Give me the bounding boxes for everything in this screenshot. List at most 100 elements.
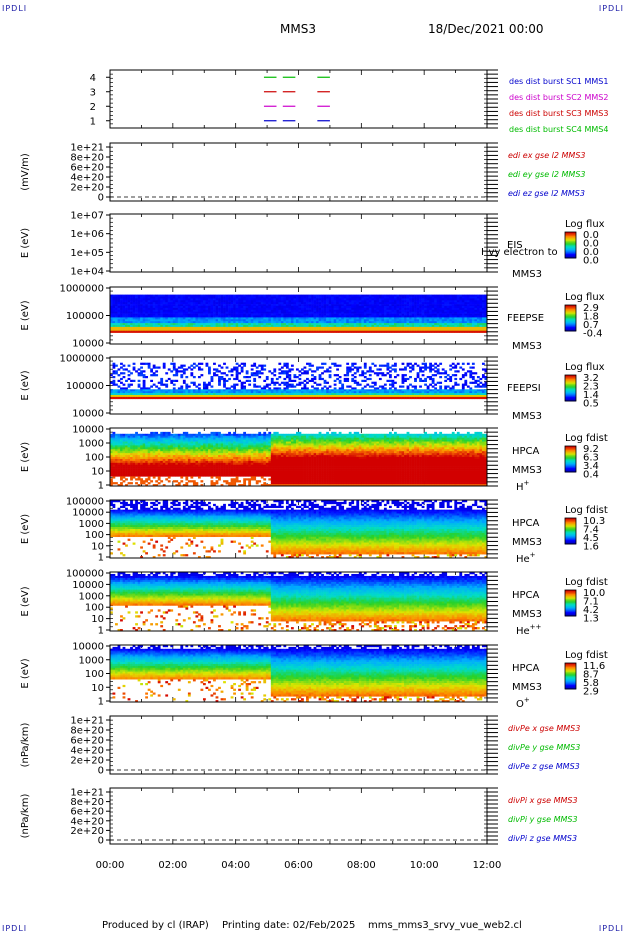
heatmap-cell xyxy=(118,298,121,300)
heatmap-cell xyxy=(427,297,430,299)
heatmap-cell xyxy=(175,319,178,321)
heatmap-cell xyxy=(376,304,379,306)
heatmap-cell xyxy=(158,382,161,384)
heatmap-cell xyxy=(118,304,121,306)
heatmap-cell xyxy=(208,316,211,318)
heatmap-cell xyxy=(457,325,460,327)
heatmap-cell xyxy=(253,327,256,329)
heatmap-cell xyxy=(168,297,171,299)
heatmap-cell xyxy=(414,393,417,395)
heatmap-cell xyxy=(178,308,181,310)
heatmap-cell xyxy=(432,316,435,318)
heatmap-cell xyxy=(253,321,256,323)
heatmap-cell xyxy=(457,395,460,397)
heatmap-cell xyxy=(479,391,482,393)
heatmap-cell xyxy=(427,397,430,399)
heatmap-cell xyxy=(183,306,186,308)
heatmap-cell xyxy=(286,363,289,365)
heatmap-cell xyxy=(173,365,176,367)
heatmap-cell xyxy=(417,323,420,325)
heatmap-cell xyxy=(165,317,168,319)
heatmap-cell xyxy=(336,310,339,312)
heatmap-cell xyxy=(319,312,322,314)
heatmap-cell xyxy=(173,329,176,331)
heatmap-cell xyxy=(168,298,171,300)
heatmap-cell xyxy=(316,395,319,397)
heatmap-cell xyxy=(422,363,425,365)
heatmap-cell xyxy=(399,312,402,314)
heatmap-cell xyxy=(223,316,226,318)
heatmap-cell xyxy=(123,295,126,297)
heatmap-cell xyxy=(469,321,472,323)
heatmap-cell xyxy=(394,317,397,319)
heatmap-cell xyxy=(429,312,432,314)
heatmap-cell xyxy=(206,387,209,389)
heatmap-cell xyxy=(437,325,440,327)
heatmap-cell xyxy=(376,306,379,308)
heatmap-cell xyxy=(339,325,342,327)
heatmap-cell xyxy=(321,297,324,299)
heatmap-cell xyxy=(391,297,394,299)
heatmap-cell xyxy=(135,436,138,438)
heatmap-cell xyxy=(135,317,138,319)
heatmap-cell xyxy=(211,331,214,333)
heatmap-cell xyxy=(432,391,435,393)
heatmap-cell xyxy=(306,378,309,380)
heatmap-cell xyxy=(319,376,322,378)
heatmap-cell xyxy=(180,304,183,306)
heatmap-cell xyxy=(236,310,239,312)
heatmap-cell xyxy=(449,321,452,323)
heatmap-cell xyxy=(145,317,148,319)
heatmap-cell xyxy=(200,331,203,333)
heatmap-cell xyxy=(226,391,229,393)
heatmap-cell xyxy=(306,331,309,333)
heatmap-cell xyxy=(123,469,126,471)
heatmap-cell xyxy=(293,376,296,378)
panel-burst: 1234 des dist burst SC1 MMS1des dist burs… xyxy=(90,70,609,134)
heatmap-cell xyxy=(316,316,319,318)
heatmap-cell xyxy=(271,372,274,374)
heatmap-cell xyxy=(283,321,286,323)
heatmap-cell xyxy=(457,306,460,308)
heatmap-cell xyxy=(113,310,116,312)
heatmap-cell xyxy=(261,295,264,297)
heatmap-cell xyxy=(319,327,322,329)
heatmap-cell xyxy=(165,316,168,318)
heatmap-cell xyxy=(361,327,364,329)
heatmap-cell xyxy=(409,367,412,369)
heatmap-cell xyxy=(326,382,329,384)
heatmap-cell xyxy=(359,374,362,376)
heatmap-cell xyxy=(296,368,299,370)
heatmap-cell xyxy=(469,325,472,327)
heatmap-cell xyxy=(226,319,229,321)
heatmap-cell xyxy=(125,331,128,333)
heatmap-cell xyxy=(198,329,201,331)
heatmap-cell xyxy=(474,316,477,318)
heatmap-cell xyxy=(168,397,171,399)
heatmap-cell xyxy=(432,395,435,397)
heatmap-cell xyxy=(384,331,387,333)
heatmap-cell xyxy=(296,321,299,323)
heatmap-cell xyxy=(361,323,364,325)
heatmap-cell xyxy=(339,310,342,312)
heatmap-cell xyxy=(123,476,126,478)
heatmap-cell xyxy=(379,300,382,302)
heatmap-cell xyxy=(173,295,176,297)
heatmap-cell xyxy=(379,331,382,333)
heatmap-cell xyxy=(188,397,191,399)
heatmap-cell xyxy=(135,469,138,471)
heatmap-cell xyxy=(429,329,432,331)
heatmap-cell xyxy=(407,317,410,319)
heatmap-cell xyxy=(223,323,226,325)
heatmap-cell xyxy=(160,295,163,297)
heatmap-cell xyxy=(399,321,402,323)
heatmap-cell xyxy=(354,382,357,384)
heatmap-cell xyxy=(351,319,354,321)
heatmap-cell xyxy=(316,387,319,389)
heatmap-cell xyxy=(366,393,369,395)
heatmap-cell xyxy=(334,387,337,389)
heatmap-cell xyxy=(414,304,417,306)
heatmap-cell xyxy=(273,327,276,329)
heatmap-cell xyxy=(178,323,181,325)
heatmap-cell xyxy=(143,317,146,319)
